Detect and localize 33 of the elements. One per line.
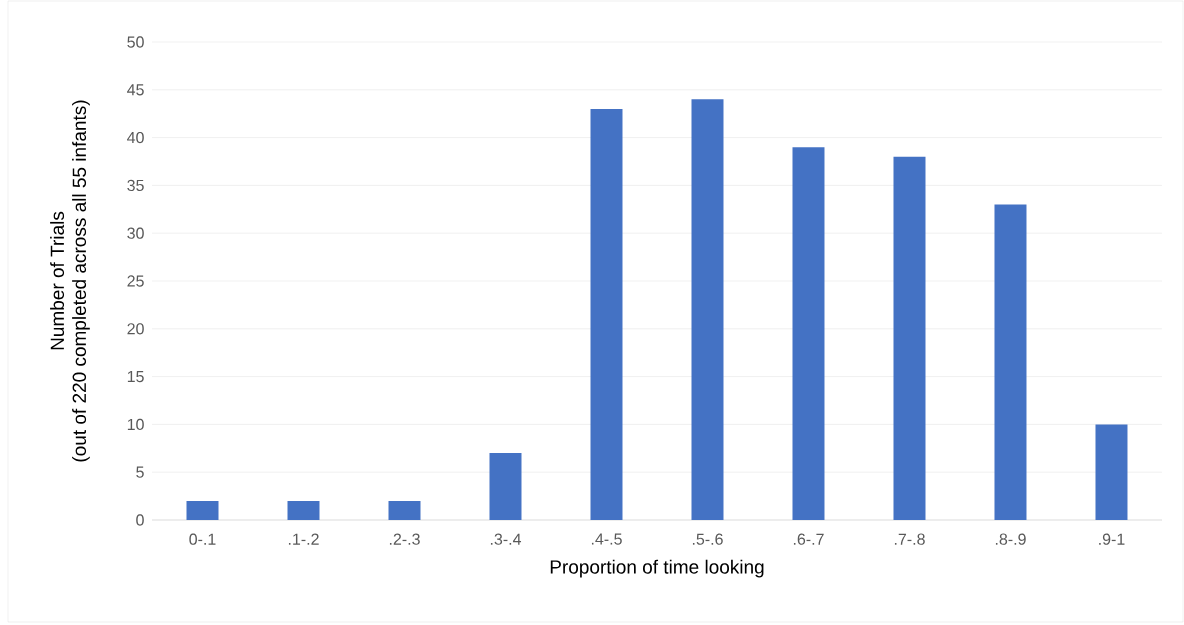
y-tick-label: 40: [127, 131, 144, 144]
x-tick-label: .4-.5: [591, 533, 622, 545]
y-axis-title: Number of Trials (out of 220 completed across all 55 infants): [50, 100, 90, 462]
bar: [186, 500, 219, 520]
x-tick-label: .5-.6: [692, 533, 723, 545]
x-tick-label: .8-.9: [995, 533, 1026, 545]
bar: [1095, 424, 1128, 520]
y-tick-label: 20: [127, 323, 144, 335]
x-tick-label: .6-.7: [793, 533, 824, 545]
x-tick-label: 0-.1: [189, 533, 216, 545]
bar: [388, 500, 421, 520]
y-tick-label: 10: [127, 418, 144, 431]
y-tick-label: 5: [136, 466, 144, 478]
x-tick-label: .2-.3: [389, 533, 420, 545]
y-tick-label: 0: [136, 514, 144, 526]
x-tick-label: .3-.4: [490, 533, 522, 545]
bar: [691, 99, 724, 520]
y-tick-label: 45: [127, 84, 144, 96]
x-tick-label: .7-.8: [894, 533, 925, 545]
y-tick-label: 50: [127, 36, 144, 48]
y-tick-label: 35: [127, 179, 144, 192]
bar: [489, 453, 522, 520]
bar: [994, 204, 1027, 520]
bar: [893, 156, 926, 520]
y-tick-label: 30: [127, 227, 144, 239]
x-axis-title: Proportion of time looking: [550, 559, 764, 578]
x-tick-label: .1-.2: [288, 533, 319, 545]
bar: [792, 147, 825, 520]
x-tick-label: .9-1: [1099, 533, 1125, 545]
y-tick-label: 25: [127, 275, 144, 287]
bar: [287, 500, 320, 520]
y-tick-label: 15: [127, 371, 144, 383]
bar: [590, 108, 623, 520]
